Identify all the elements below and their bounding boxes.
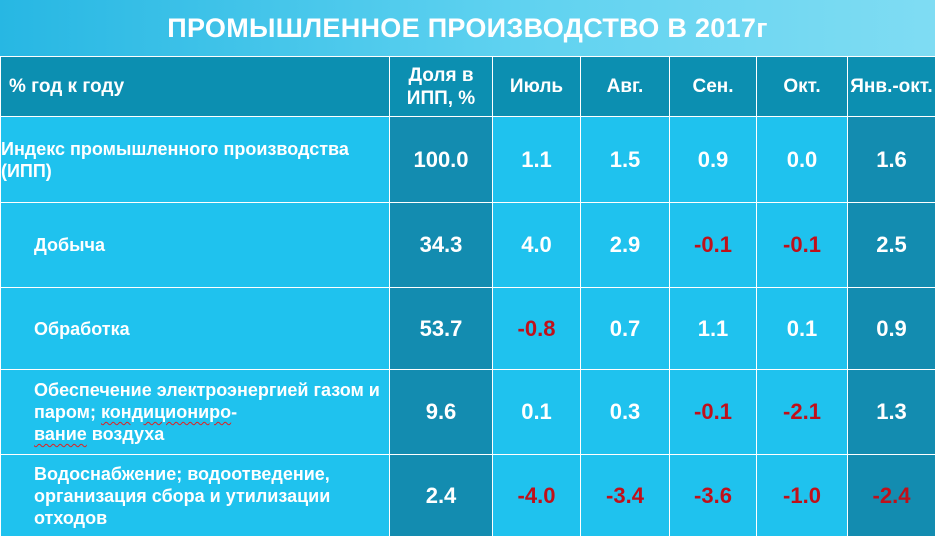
header-jan-oct: Янв.-окт. [848, 57, 935, 117]
header-july: Июль [493, 57, 581, 117]
row-label: Индекс промышленного производства (ИПП) [1, 117, 390, 203]
share-cell: 53.7 [390, 288, 493, 370]
production-table: % год к году Доля в ИПП, % Июль Авг. Сен… [0, 56, 935, 537]
share-cell: 2.4 [390, 455, 493, 537]
table-row: Обработка 53.7 -0.8 0.7 1.1 0.1 0.9 [1, 288, 935, 370]
value-cell: 2.9 [581, 203, 670, 288]
header-indicator: % год к году [1, 57, 390, 117]
table-row: Индекс промышленного производства (ИПП) … [1, 117, 935, 203]
slide-title: ПРОМЫШЛЕННОЕ ПРОИЗВОДСТВО В 2017г [0, 0, 935, 56]
share-cell: 100.0 [390, 117, 493, 203]
row-label-part: - [231, 402, 237, 422]
value-cell: -3.4 [581, 455, 670, 537]
value-cell: 0.1 [757, 288, 848, 370]
header-share: Доля в ИПП, % [390, 57, 493, 117]
row-label: Добыча [1, 203, 390, 288]
value-cell: 1.5 [581, 117, 670, 203]
value-cell: 4.0 [493, 203, 581, 288]
value-cell: -1.0 [757, 455, 848, 537]
row-label: Водоснабжение; водоотведение, организаци… [1, 455, 390, 537]
total-cell: 2.5 [848, 203, 935, 288]
header-october: Окт. [757, 57, 848, 117]
value-cell: 1.1 [493, 117, 581, 203]
header-august: Авг. [581, 57, 670, 117]
value-cell: -0.1 [670, 370, 757, 455]
spellcheck-word: кондициониро [101, 402, 231, 422]
value-cell: -4.0 [493, 455, 581, 537]
value-cell: 0.9 [670, 117, 757, 203]
share-cell: 34.3 [390, 203, 493, 288]
table-row: Добыча 34.3 4.0 2.9 -0.1 -0.1 2.5 [1, 203, 935, 288]
value-cell: -0.8 [493, 288, 581, 370]
total-cell: 1.6 [848, 117, 935, 203]
row-label-part: воздуха [87, 424, 164, 444]
row-label: Обеспечение электроэнергией газом и паро… [1, 370, 390, 455]
value-cell: 0.3 [581, 370, 670, 455]
value-cell: -2.1 [757, 370, 848, 455]
header-row: % год к году Доля в ИПП, % Июль Авг. Сен… [1, 57, 935, 117]
value-cell: -0.1 [670, 203, 757, 288]
total-cell: 0.9 [848, 288, 935, 370]
value-cell: 1.1 [670, 288, 757, 370]
table-row: Водоснабжение; водоотведение, организаци… [1, 455, 935, 537]
row-label: Обработка [1, 288, 390, 370]
value-cell: 0.0 [757, 117, 848, 203]
total-cell: -2.4 [848, 455, 935, 537]
total-cell: 1.3 [848, 370, 935, 455]
value-cell: -0.1 [757, 203, 848, 288]
header-september: Сен. [670, 57, 757, 117]
share-cell: 9.6 [390, 370, 493, 455]
value-cell: 0.1 [493, 370, 581, 455]
table-row: Обеспечение электроэнергией газом и паро… [1, 370, 935, 455]
value-cell: -3.6 [670, 455, 757, 537]
value-cell: 0.7 [581, 288, 670, 370]
spellcheck-word: вание [34, 424, 87, 444]
